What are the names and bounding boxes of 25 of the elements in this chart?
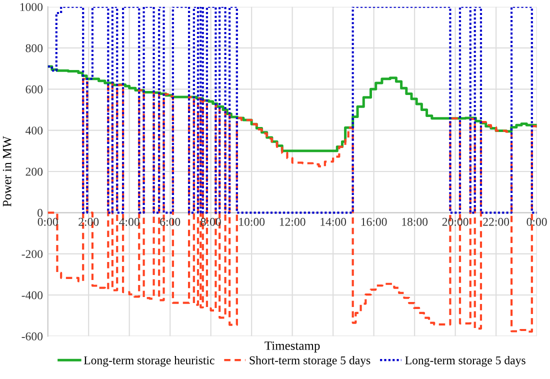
legend-label: Long-term storage heuristic <box>84 356 214 367</box>
x-tick-label: 20:00 <box>442 218 468 226</box>
x-tick-label: 18:00 <box>402 218 428 226</box>
x-tick-label: 12:00 <box>280 218 306 226</box>
y-tick-label: -200 <box>22 250 43 258</box>
y-tick-label: 200 <box>26 168 43 176</box>
x-tick-label: 16:00 <box>361 218 387 226</box>
y-tick-label: -400 <box>22 291 43 300</box>
y-tick-label: 1000 <box>20 3 43 12</box>
x-axis-title: Timestamp <box>264 342 320 352</box>
y-tick-label: 400 <box>26 126 43 135</box>
x-tick-label: 14:00 <box>320 218 346 226</box>
y-tick-label: 0 <box>38 208 43 217</box>
x-tick-label: 2:00 <box>78 218 99 226</box>
x-tick-label: 22:00 <box>483 218 510 226</box>
legend-label: Long-term storage 5 days <box>405 356 526 367</box>
y-axis-title: Power in MW <box>2 136 12 207</box>
legend-label: Short-term storage 5 days <box>250 356 370 367</box>
x-tick-label: 0:00 <box>526 218 547 226</box>
y-tick-label: -600 <box>22 332 43 340</box>
x-tick-label: 10:00 <box>239 218 265 226</box>
x-tick-label: 0:00 <box>38 218 58 226</box>
y-tick-label: 600 <box>26 85 43 94</box>
y-tick-label: 800 <box>26 44 43 52</box>
x-tick-label: 4:00 <box>119 218 140 226</box>
